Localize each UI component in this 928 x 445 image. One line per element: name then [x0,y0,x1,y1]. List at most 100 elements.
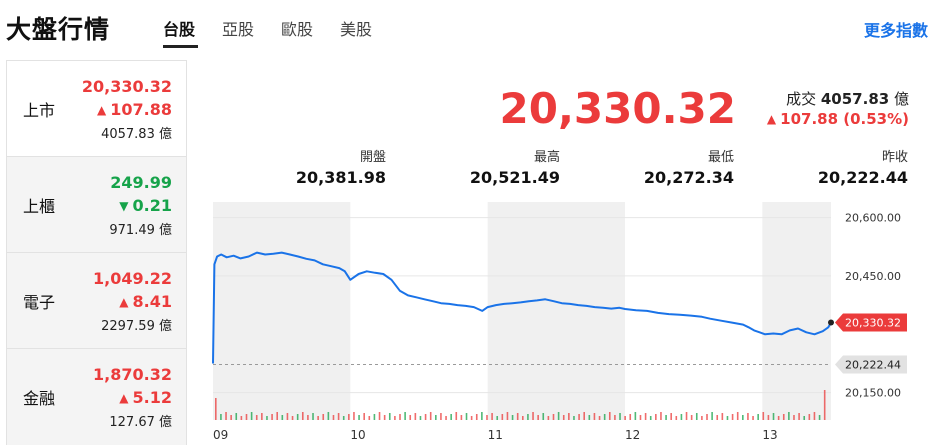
volume-bar [752,416,754,420]
volume-bar [803,416,806,420]
volume-bar [286,413,289,420]
x-tick-label: 11 [488,428,503,442]
sidebar-item-change: ▲ 5.12 [119,388,172,407]
volume-bar [460,415,463,420]
sidebar-item-value: 20,330.32 [81,77,172,96]
volume-bar [552,414,555,420]
volume-bar [547,416,550,420]
volume-bar [823,390,826,420]
volume-bar [782,414,785,420]
volume-bar [742,415,744,420]
stat-label: 最低 [707,150,734,165]
volume-bar [373,414,376,420]
sidebar-item-listed[interactable]: 上市 20,330.32 ▲ 107.88 4057.83 億 [7,61,186,157]
volume-bar [342,416,345,420]
volume-bar [701,416,703,420]
sidebar-item-otc[interactable]: 上櫃 249.99 ▼ 0.21 971.49 億 [7,157,186,253]
sidebar-item-finance[interactable]: 金融 1,870.32 ▲ 5.12 127.67 億 [7,349,186,445]
volume-bar [501,414,504,420]
volume-bar [608,412,611,420]
triangle-up-icon: ▲ [97,103,107,117]
volume-bar [250,412,253,420]
last-point-dot [828,319,834,326]
sidebar-item-volume: 4057.83 億 [101,127,172,142]
intraday-chart[interactable]: 20,600.00 20,450.00 20,150.00 20,330.32 20,2… [190,120,928,445]
prev-close-tag-bg [835,355,907,374]
volume-bar [327,412,330,420]
volume-bar [798,413,800,420]
volume-bar [358,415,360,420]
volume-bar [261,413,263,420]
volume-bar [788,412,790,420]
volume-bar [680,414,683,420]
volume-bar [711,412,713,420]
volume-bar [731,414,734,420]
sidebar-item-name: 金融 [23,389,56,408]
volume-bar [624,416,626,420]
volume-bar [276,412,278,420]
header: 大盤行情 台股 亞股 歐股 美股 更多指數 [0,0,928,58]
more-indices-link[interactable]: 更多指數 [863,21,928,40]
volume-bar [660,412,662,420]
sidebar-item-change-value: 107.88 [110,100,172,119]
volume-bar [690,415,693,420]
x-tick-label: 09 [213,428,228,442]
volume-bar [665,415,667,420]
volume-bar [317,416,319,420]
volume-bar [368,416,371,420]
volume-bar [762,412,765,420]
page-title: 大盤行情 [6,15,111,44]
last-value-label: 20,330.32 [845,316,901,329]
volume-bar [593,413,596,420]
sidebar-item-value: 1,870.32 [93,365,172,384]
tab-us[interactable]: 美股 [340,20,373,39]
current-price: 20,330.32 [499,84,736,133]
volume-bar [388,413,391,420]
x-tick-label: 10 [350,428,365,442]
volume-bar [721,413,724,420]
triangle-up-icon: ▲ [766,112,777,126]
volume-bar [230,415,232,420]
tab-europe[interactable]: 歐股 [281,20,314,39]
volume-bar [363,413,365,420]
sidebar-item-electronics[interactable]: 電子 1,049.22 ▲ 8.41 2297.59 億 [7,253,186,349]
tab-taiwan[interactable]: 台股 [163,20,196,39]
volume-bar [312,413,314,420]
active-tab-indicator [163,45,198,48]
volume-bar [291,416,294,420]
turnover-label: 成交 [786,90,817,108]
volume-bar [603,414,606,420]
volume-bar [332,415,335,420]
sidebar-item-change-value: 5.12 [132,388,172,407]
volume-bar [629,414,632,420]
volume-bar [281,415,284,420]
stat-value: 20,521.49 [469,168,560,187]
volume-bar [235,413,238,420]
x-tick-label: 13 [762,428,777,442]
volume-bar [573,416,575,420]
volume-bar [695,413,698,420]
volume-bar [491,413,493,420]
volume-bar [716,415,719,420]
volume-bar [542,413,545,420]
volume-bar [532,412,534,420]
tab-asia[interactable]: 亞股 [222,20,255,39]
volume-bar [655,414,657,420]
volume-bar [649,416,652,420]
volume-bar [516,413,519,420]
y-tick-label: 20,150.00 [845,387,901,400]
volume-bar [470,416,473,420]
y-tick-label: 20,600.00 [845,212,901,225]
triangle-down-icon: ▼ [119,199,129,213]
price-change-value: 107.88 (0.53%) [780,110,909,128]
volume-bar [220,414,222,420]
stat-high: 最高 20,521.49 [440,146,560,187]
sidebar-item-name: 上櫃 [23,197,56,216]
hour-band [213,202,351,420]
sidebar-item-volume: 971.49 億 [109,223,172,238]
triangle-up-icon: ▲ [119,391,129,405]
volume-bar [353,412,355,420]
volume-bar [818,415,821,420]
volume-bar [240,416,243,420]
volume-bar [399,414,401,420]
